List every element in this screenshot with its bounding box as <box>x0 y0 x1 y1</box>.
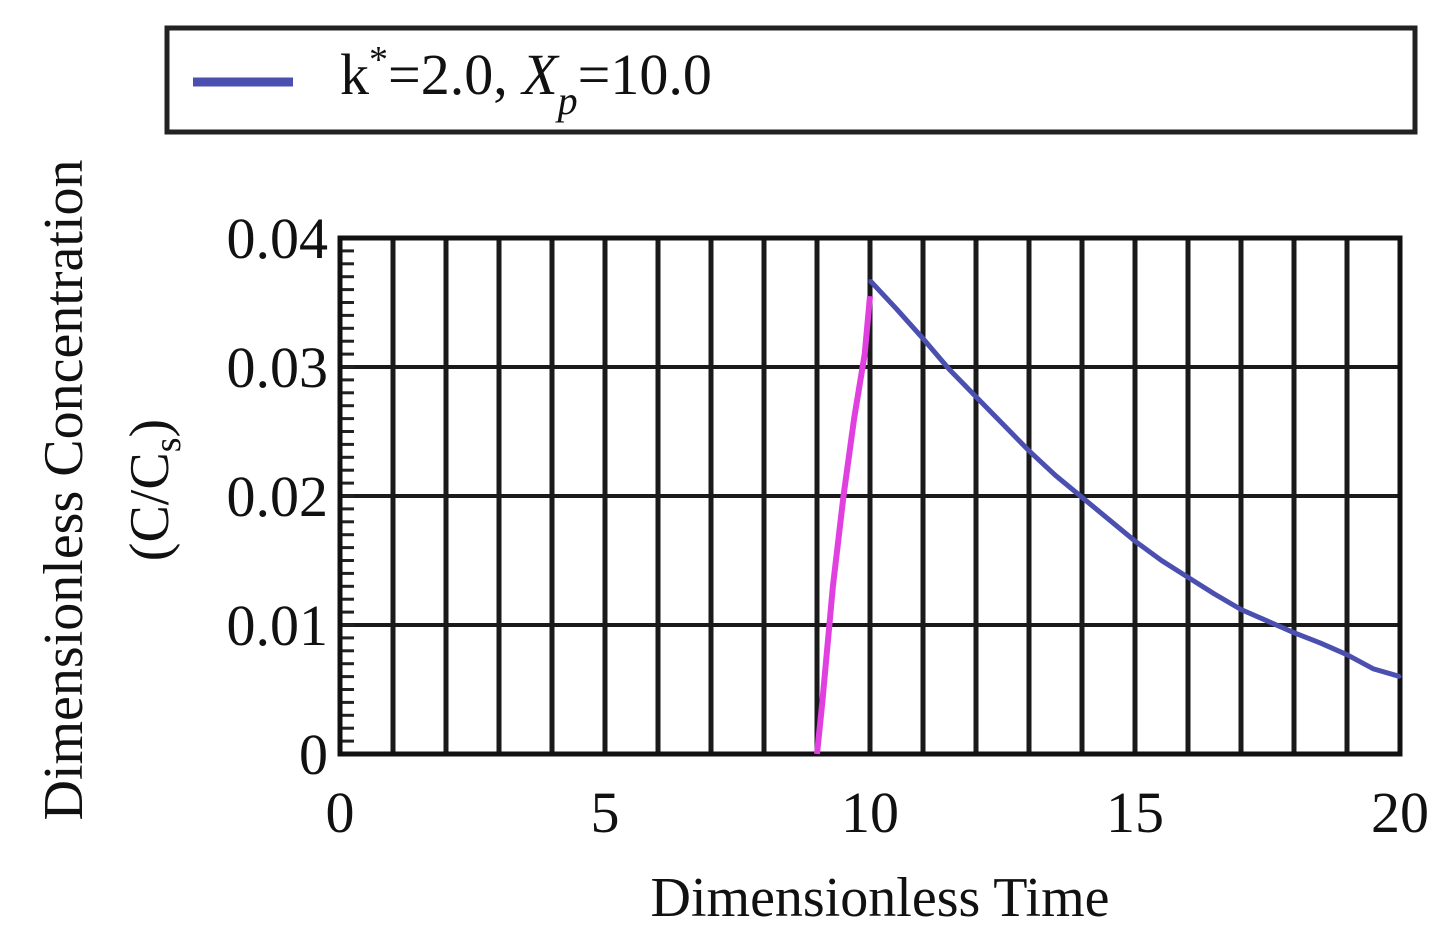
series-point <box>948 368 951 372</box>
series-rise-line <box>814 295 873 755</box>
series-point <box>1372 667 1375 671</box>
y-axis-title-line2: (C/Cs) <box>119 419 189 561</box>
plot-frame <box>337 235 1403 757</box>
series-point <box>1054 473 1057 477</box>
series-point <box>868 279 872 283</box>
y-axis-title-line1: Dimensionless Concentration <box>33 159 95 820</box>
series-point <box>1319 641 1322 645</box>
series-point <box>1292 631 1296 635</box>
series-point <box>921 337 925 341</box>
y-tick-label: 0 <box>299 722 328 787</box>
x-tick-label: 5 <box>591 780 620 845</box>
x-axis-title: Dimensionless Time <box>651 867 1110 929</box>
x-tick-label: 15 <box>1106 780 1164 845</box>
series-point <box>1027 449 1031 453</box>
series-point <box>895 307 898 311</box>
plot-area <box>337 235 1403 757</box>
y-tick-label: 0.01 <box>227 593 329 658</box>
series-layer <box>814 278 1402 755</box>
series-point <box>1160 559 1163 562</box>
series-point <box>1266 619 1269 623</box>
x-tick-label: 10 <box>841 780 899 845</box>
series-point <box>1080 495 1084 499</box>
series-point <box>1239 608 1243 612</box>
legend-label: k*=2.0, Xp=10.0 <box>340 39 712 123</box>
series-point <box>1133 539 1137 543</box>
legend-box <box>164 25 1418 135</box>
y-axis-title-units: (C/Cs) <box>119 419 189 561</box>
x-tick-label: 0 <box>326 780 355 845</box>
x-tick-labels: 0 5 10 15 20 <box>326 780 1430 845</box>
series-point <box>1398 675 1402 679</box>
series-point <box>1345 653 1349 657</box>
series-point <box>1001 422 1004 426</box>
y-tick-label: 0.04 <box>227 206 329 271</box>
horizontal-gridlines <box>340 365 1400 627</box>
series-point <box>1186 575 1190 579</box>
series-point <box>1213 592 1216 596</box>
y-tick-label: 0.03 <box>227 335 329 400</box>
y-tick-labels: 0 0.01 0.02 0.03 0.04 <box>227 206 329 787</box>
legend: k*=2.0, Xp=10.0 <box>164 25 1418 135</box>
y-tick-label: 0.02 <box>227 464 329 529</box>
series-point <box>1107 517 1110 521</box>
series-point <box>974 395 978 399</box>
x-tick-label: 20 <box>1371 780 1429 845</box>
y-axis-title: Dimensionless Concentration <box>33 159 95 820</box>
